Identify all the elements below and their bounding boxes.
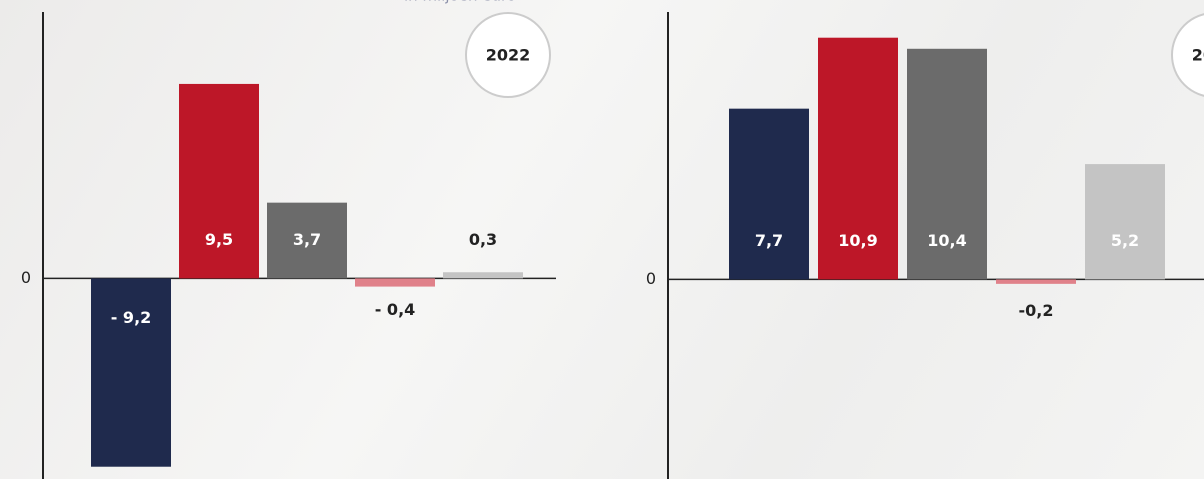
value-label: 10,9 <box>838 231 877 250</box>
value-label: 5,2 <box>1111 231 1139 250</box>
y-tick-label: 0 <box>646 269 656 288</box>
bar <box>996 279 1076 283</box>
bar <box>179 84 259 278</box>
value-label: 10,4 <box>927 231 966 250</box>
bar <box>729 109 809 280</box>
value-label: 0,3 <box>469 230 497 249</box>
value-label: - 0,4 <box>375 300 416 319</box>
year-badge-label: 2022 <box>486 46 531 65</box>
value-label: -0,2 <box>1019 301 1054 320</box>
chart: in miljoen euro 0 2022 - 9,2 9,5 3,7 - 0,4 0,3 0… <box>0 0 1204 479</box>
value-label: 7,7 <box>755 231 783 250</box>
year-badge-label: 2023 <box>1192 46 1204 65</box>
y-tick-label: 0 <box>21 268 31 287</box>
bar <box>443 272 523 278</box>
bar <box>355 278 435 286</box>
value-label: 3,7 <box>293 230 321 249</box>
value-label: - 9,2 <box>111 308 152 327</box>
bar <box>91 278 171 466</box>
subtitle: in miljoen euro <box>404 0 516 5</box>
bar <box>1085 164 1165 279</box>
value-label: 9,5 <box>205 230 233 249</box>
